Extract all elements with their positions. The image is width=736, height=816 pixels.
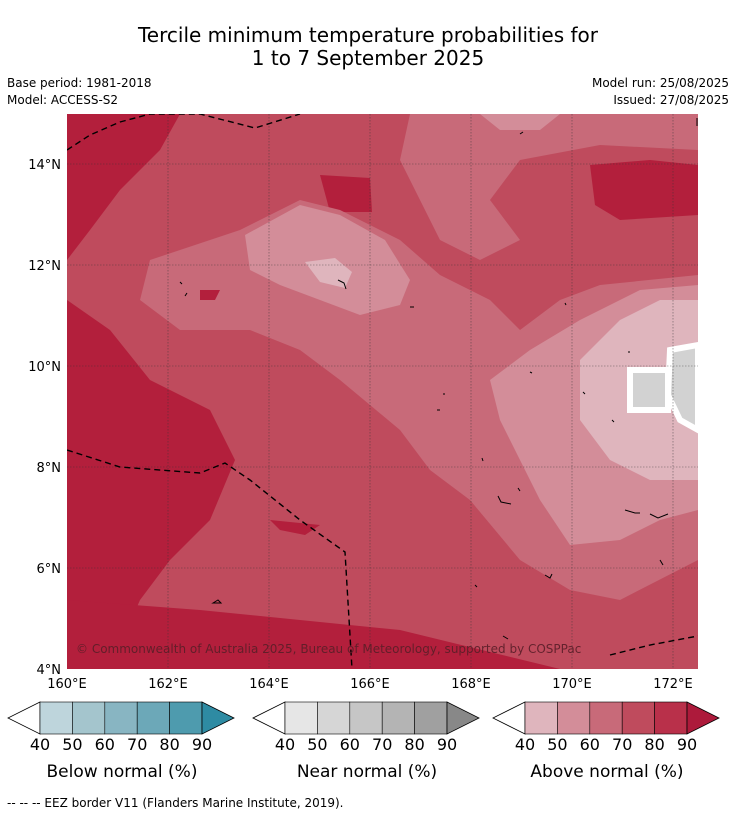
lon-label: 160°E bbox=[47, 677, 87, 692]
colorbar-near bbox=[252, 701, 480, 735]
colorbar-segment bbox=[136, 701, 170, 735]
colorbar-tick-label: 70 bbox=[612, 735, 633, 754]
region-70-north bbox=[400, 114, 698, 260]
lon-label: 170°E bbox=[552, 677, 592, 692]
colorbar-tick-label: 90 bbox=[191, 735, 213, 754]
colorbar-tick-label: 70 bbox=[127, 735, 148, 754]
region-60-c bbox=[480, 114, 560, 130]
colorbar-extend-low bbox=[7, 701, 41, 735]
model-run: Model run: 25/08/2025 bbox=[591, 76, 729, 90]
colorbar-segment bbox=[414, 701, 448, 735]
colorbar-extend-high bbox=[686, 701, 720, 735]
probability-map: © Commonwealth of Australia 2025, Bureau… bbox=[28, 114, 698, 692]
eez-footnote: -- -- -- EEZ border V11 (Flanders Marine… bbox=[7, 796, 344, 810]
colorbar-segment bbox=[381, 701, 415, 735]
issued-date: Issued: 27/08/2025 bbox=[613, 93, 729, 107]
colorbar-tick-label: 50 bbox=[307, 735, 328, 754]
copyright-notice: © Commonwealth of Australia 2025, Bureau… bbox=[76, 642, 581, 656]
lat-label: 10°N bbox=[28, 360, 61, 375]
colorbar-tick-label: 90 bbox=[676, 735, 698, 754]
lon-label: 168°E bbox=[451, 677, 491, 692]
colorbar-segment bbox=[284, 701, 318, 735]
colorbar-above-title: Above normal (%) bbox=[530, 762, 684, 782]
colorbar-near-title: Near normal (%) bbox=[296, 762, 438, 782]
colorbar-extend-high bbox=[446, 701, 480, 735]
model-name: Model: ACCESS-S2 bbox=[7, 93, 119, 107]
colorbar-segment bbox=[524, 701, 558, 735]
colorbar-segment bbox=[621, 701, 655, 735]
dark-patch-3 bbox=[270, 520, 320, 535]
colorbar-segment bbox=[349, 701, 383, 735]
colorbar-tick-label: 70 bbox=[372, 735, 393, 754]
colorbar-tick-label: 40 bbox=[29, 735, 51, 754]
lat-label: 14°N bbox=[28, 158, 61, 173]
eez-borders bbox=[67, 114, 698, 669]
colorbar-tick-label: 80 bbox=[159, 735, 180, 754]
lon-label: 162°E bbox=[148, 677, 188, 692]
dark-patch-1 bbox=[320, 175, 372, 212]
colorbar-tick-label: 60 bbox=[339, 735, 360, 754]
colorbar-tick-label: 80 bbox=[644, 735, 665, 754]
colorbar-segment bbox=[557, 701, 591, 735]
lon-label: 164°E bbox=[249, 677, 289, 692]
base-period: Base period: 1981-2018 bbox=[7, 76, 152, 90]
colorbar-tick-label: 60 bbox=[94, 735, 115, 754]
colorbar-below-title: Below normal (%) bbox=[46, 762, 198, 782]
dark-dot bbox=[200, 290, 220, 300]
lat-label: 8°N bbox=[37, 461, 62, 476]
islands bbox=[179, 118, 698, 640]
near-normal-patch-2 bbox=[664, 341, 698, 434]
lat-labels: 14°N 12°N 10°N 8°N 6°N 4°N bbox=[28, 158, 61, 678]
colorbar-above bbox=[492, 701, 720, 735]
colorbar-extend-low bbox=[492, 701, 526, 735]
lon-labels: 160°E 162°E 164°E 166°E 168°E 170°E 172°… bbox=[47, 677, 693, 692]
colorbar-segment bbox=[169, 701, 203, 735]
colorbars bbox=[7, 701, 720, 735]
lat-label: 12°N bbox=[28, 259, 61, 274]
near-normal-patch-1 bbox=[627, 367, 671, 413]
colorbar-tick-label: 90 bbox=[436, 735, 458, 754]
colorbar-segment bbox=[39, 701, 73, 735]
colorbar-segment bbox=[72, 701, 106, 735]
map-title-line1: Tercile minimum temperature probabilitie… bbox=[137, 23, 599, 47]
dark-patch-2 bbox=[590, 160, 698, 220]
colorbar-segment bbox=[654, 701, 688, 735]
colorbar-tick-label: 80 bbox=[404, 735, 425, 754]
colorbar-extend-high bbox=[201, 701, 235, 735]
colorbar-tick-label: 40 bbox=[514, 735, 536, 754]
map-title-line2: 1 to 7 September 2025 bbox=[251, 46, 485, 70]
colorbar-segment bbox=[589, 701, 623, 735]
lon-label: 166°E bbox=[350, 677, 390, 692]
region-50-a bbox=[305, 258, 352, 288]
colorbar-tick-label: 60 bbox=[579, 735, 600, 754]
colorbar-segment bbox=[104, 701, 138, 735]
colorbar-segment bbox=[317, 701, 351, 735]
dark-region-sw bbox=[67, 300, 235, 669]
colorbar-extend-low bbox=[252, 701, 286, 735]
lat-label: 6°N bbox=[37, 562, 62, 577]
lon-label: 172°E bbox=[653, 677, 693, 692]
dark-region-nw bbox=[67, 114, 180, 260]
lat-label: 4°N bbox=[37, 663, 62, 678]
dark-region-s bbox=[67, 600, 560, 669]
map-fill-layers: © Commonwealth of Australia 2025, Bureau… bbox=[67, 114, 698, 669]
colorbar-below bbox=[7, 701, 235, 735]
colorbar-tick-label: 50 bbox=[62, 735, 83, 754]
colorbar-tick-label: 50 bbox=[547, 735, 568, 754]
colorbar-tick-label: 40 bbox=[274, 735, 296, 754]
graticule bbox=[67, 114, 698, 669]
